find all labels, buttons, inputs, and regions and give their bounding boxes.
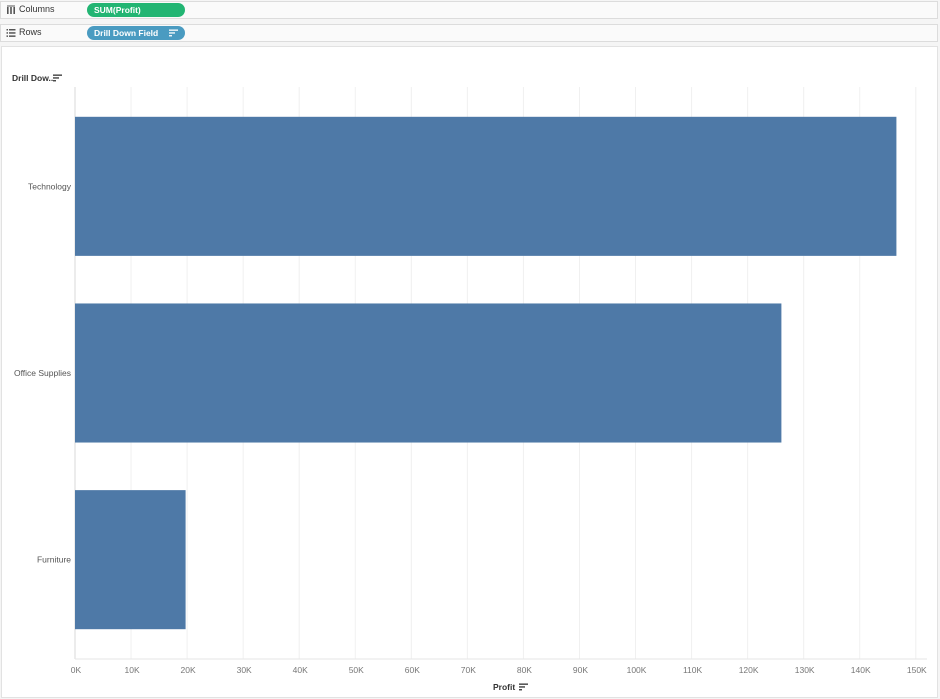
columns-shelf-label: Columns <box>19 4 55 14</box>
rows-shelf-label: Rows <box>19 27 42 37</box>
bar-chart: Technology Office Supplies Furniture 0K 10K 2… <box>14 87 927 675</box>
columns-shelf[interactable]: Columns SUM(Profit) <box>0 1 938 19</box>
drill-down-field-pill-label: Drill Down Field <box>94 28 159 38</box>
x-tick-label: 130K <box>795 665 815 675</box>
visualization-pane: Technology Office Supplies Furniture 0K 10K 2… <box>1 46 938 698</box>
rows-shelf[interactable]: Rows Drill Down Field <box>0 24 938 42</box>
x-tick-label: 150K <box>907 665 927 675</box>
rows-icon <box>6 29 16 37</box>
bar-furniture <box>75 490 186 630</box>
x-tick-label: 90K <box>573 665 588 675</box>
x-tick-label: 30K <box>237 665 252 675</box>
x-tick-label: 110K <box>683 665 703 675</box>
category-label: Furniture <box>37 555 71 565</box>
x-tick-label: 70K <box>461 665 476 675</box>
x-tick-label: 0K <box>71 665 82 675</box>
x-tick-label: 20K <box>181 665 196 675</box>
sum-profit-pill[interactable]: SUM(Profit) <box>87 3 185 17</box>
x-tick-label: 50K <box>349 665 364 675</box>
x-tick-label: 140K <box>851 665 871 675</box>
sort-icon[interactable] <box>53 74 62 82</box>
row-header-title[interactable]: Drill Dow.. <box>12 73 54 83</box>
x-tick-label: 100K <box>627 665 647 675</box>
x-tick-label: 10K <box>124 665 139 675</box>
category-label: Technology <box>28 181 72 191</box>
x-tick-label: 120K <box>739 665 759 675</box>
x-axis-title[interactable]: Profit <box>493 682 516 692</box>
sum-profit-pill-label: SUM(Profit) <box>94 5 141 15</box>
bar-office-supplies <box>75 303 782 443</box>
sort-descending-icon[interactable] <box>169 29 178 37</box>
x-tick-label: 40K <box>293 665 308 675</box>
x-tick-label: 60K <box>405 665 420 675</box>
axis-sort-icon[interactable] <box>519 683 528 691</box>
columns-icon <box>7 5 15 14</box>
drill-down-field-pill[interactable]: Drill Down Field <box>87 26 185 40</box>
category-label: Office Supplies <box>14 368 71 378</box>
bar-technology <box>75 116 897 256</box>
x-tick-label: 80K <box>517 665 532 675</box>
